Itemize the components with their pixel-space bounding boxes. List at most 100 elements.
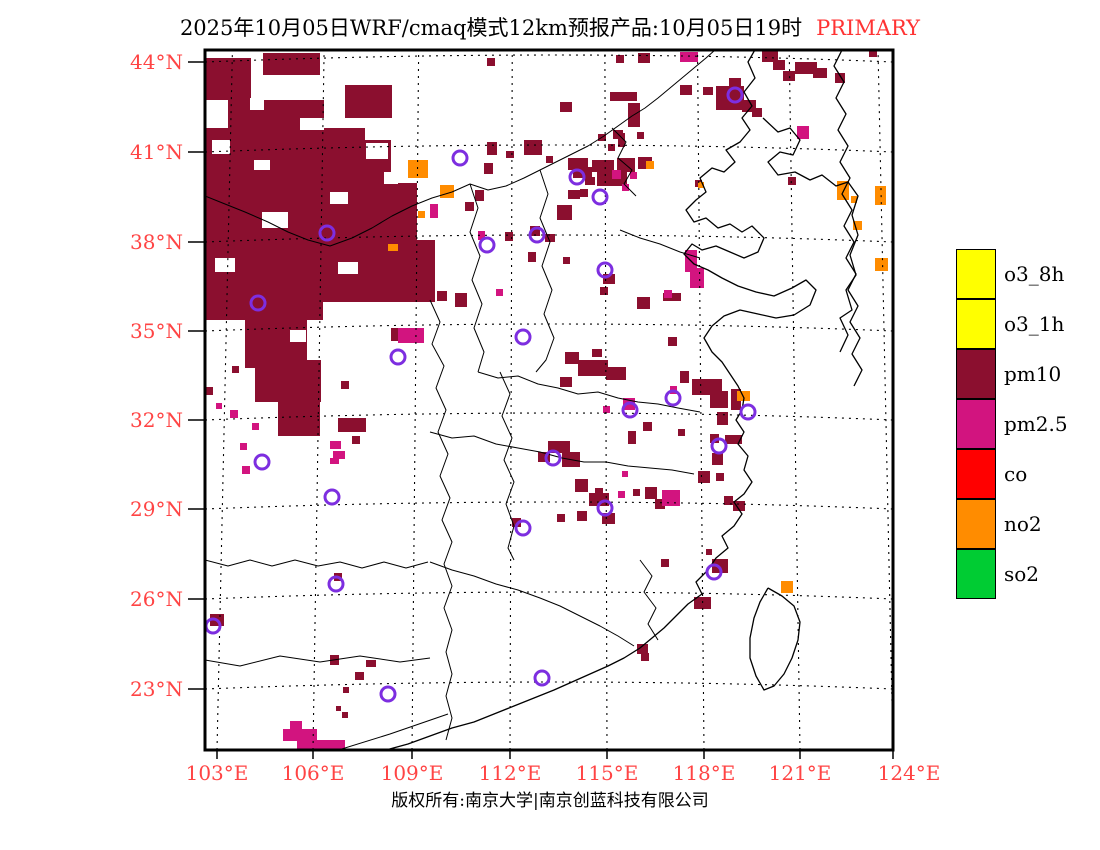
pm10-cell: [580, 189, 588, 197]
pm10-cell: [869, 50, 877, 57]
pm10-cell: [560, 102, 572, 112]
pm25-cell: [297, 740, 345, 750]
province-border: [429, 299, 453, 741]
clear-hole: [338, 262, 358, 274]
clear-hole: [330, 192, 348, 204]
station-ring: [533, 669, 551, 687]
legend-swatch: [956, 448, 996, 499]
province-border: [205, 559, 429, 569]
pm10-cell: [603, 274, 615, 284]
legend-label: pm10: [1004, 362, 1062, 386]
station-ring: [451, 149, 469, 167]
pm10-cell: [706, 549, 712, 555]
pm10-region: [215, 140, 391, 187]
no2-cell: [875, 258, 888, 271]
pm10-cell: [655, 499, 665, 509]
lat-label: 38°N: [130, 230, 183, 254]
pm10-cell: [205, 387, 213, 395]
lat-label: 35°N: [130, 319, 183, 343]
station-ring: [379, 685, 397, 703]
legend-item-o38h: o3_8h: [956, 248, 1068, 299]
pm25-cell: [690, 268, 704, 288]
province-border: [336, 713, 449, 750]
lon-label: 118°E: [673, 761, 736, 785]
station-ring: [514, 328, 532, 346]
pm10-cell: [336, 706, 341, 711]
legend-item-pm10: pm10: [956, 348, 1068, 399]
pm10-cell: [645, 487, 657, 499]
pm10-cell: [595, 488, 603, 496]
legend-label: pm2.5: [1004, 412, 1068, 436]
map-inner: [205, 50, 893, 750]
pm10-cell: [592, 349, 602, 357]
lat-label: 26°N: [130, 587, 183, 611]
pm10-region: [205, 183, 417, 245]
pm25-cell: [618, 491, 625, 498]
pm10-cell: [616, 55, 624, 63]
no2-cell-layer: [388, 160, 888, 593]
clear-hole: [212, 140, 230, 154]
pm10-cell: [773, 60, 785, 70]
pm10-region: [255, 360, 321, 402]
pm10-cell: [638, 53, 650, 63]
station-ring: [596, 499, 614, 517]
legend-item-no2: no2: [956, 498, 1068, 549]
copyright-text: 版权所有:南京大学|南京创蓝科技有限公司: [391, 791, 709, 811]
legend-label: co: [1004, 462, 1028, 486]
pm10-cell: [355, 672, 364, 680]
pm10-cell: [484, 163, 493, 174]
no2-cell: [851, 196, 857, 203]
station-ring: [591, 188, 609, 206]
pm10-cell: [668, 337, 677, 346]
pm25-cell: [622, 471, 628, 477]
station-ring: [596, 261, 614, 279]
pm10-cell: [717, 412, 728, 425]
station-layer: [205, 86, 757, 703]
station-ring: [710, 437, 728, 455]
station-ring: [621, 401, 639, 419]
pm25-cell: [240, 443, 247, 450]
pm10-cell: [608, 144, 615, 151]
pm25-cell: [664, 290, 672, 298]
pm25-cell: [430, 204, 438, 218]
station-ring: [739, 403, 757, 421]
station-ring: [544, 449, 562, 467]
pm10-cell: [716, 473, 724, 481]
province-border: [619, 229, 701, 259]
clear-hole: [230, 372, 244, 382]
pm10-region: [345, 85, 392, 118]
province-border: [429, 431, 695, 475]
pm25-cell: [230, 410, 238, 418]
pm10-cell: [643, 422, 652, 431]
no2-cell: [875, 186, 886, 205]
pm10-cell: [530, 226, 540, 236]
no2-cell: [698, 182, 704, 188]
pm25-cell: [662, 490, 680, 506]
clear-hole-layer: [212, 98, 398, 382]
pm10-cell: [762, 50, 778, 62]
lon-label: 103°E: [186, 761, 249, 785]
pm25-cell: [612, 170, 621, 179]
pm10-cell: [710, 434, 719, 443]
pm10-region: [263, 53, 320, 75]
pm10-region: [205, 58, 251, 100]
pm10-cell: [342, 712, 348, 718]
legend-item-co: co: [956, 448, 1068, 499]
page-title: 2025年10月05日WRF/cmaq模式12km预报产品:10月05日19时 P…: [0, 12, 1100, 42]
pm10-cell: [637, 297, 650, 309]
axis-layer: 44°N 41°N 38°N 35°N 32°N 29°N 26°N 23°N 103°E 106…: [130, 50, 940, 785]
longitude-gridline: [877, 50, 893, 750]
pm25-cell: [797, 126, 809, 139]
pm10-cell: [528, 252, 536, 262]
province-border: [611, 127, 637, 197]
pm25-cell-layer: [216, 52, 809, 750]
pm10-cell: [733, 501, 745, 511]
pm25-cell: [630, 172, 637, 179]
pm10-cell: [703, 87, 713, 95]
coastline: [749, 587, 801, 691]
pm10-cell: [505, 232, 513, 241]
station-ring: [323, 488, 341, 506]
graticule: [205, 50, 893, 750]
longitude-gridline: [696, 50, 705, 750]
